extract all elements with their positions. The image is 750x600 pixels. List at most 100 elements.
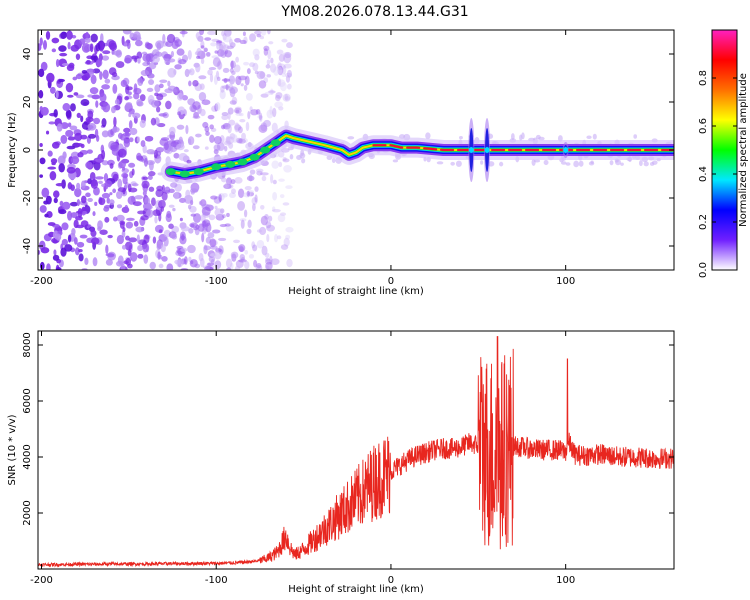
noise-speckle	[168, 223, 174, 229]
noise-speckle	[67, 41, 71, 50]
noise-speckle	[122, 166, 126, 171]
noise-speckle	[132, 201, 142, 207]
ridge-halo-speckle	[560, 161, 567, 165]
noise-speckle	[270, 174, 274, 184]
noise-speckle	[231, 70, 236, 76]
noise-speckle	[144, 197, 151, 206]
noise-speckle	[47, 150, 53, 157]
noise-speckle	[158, 83, 164, 89]
noise-speckle	[135, 226, 144, 233]
noise-speckle	[114, 99, 120, 105]
noise-speckle	[249, 169, 256, 175]
noise-speckle	[240, 83, 244, 87]
noise-speckle	[80, 98, 90, 107]
noise-speckle	[134, 57, 138, 63]
noise-speckle	[256, 262, 262, 269]
colorbar: 0.0 0.2 0.4 0.6 0.8 Normalized spectral ampl…	[698, 29, 749, 278]
noise-speckle	[280, 244, 289, 250]
noise-speckle	[286, 69, 292, 78]
noise-speckle	[215, 102, 221, 111]
noise-speckle	[259, 115, 263, 122]
noise-speckle	[143, 254, 149, 264]
noise-speckle	[264, 265, 270, 270]
noise-speckle	[148, 62, 157, 70]
noise-speckle	[246, 190, 250, 197]
noise-speckle	[107, 234, 113, 239]
noise-speckle	[94, 176, 104, 180]
noise-speckle	[124, 204, 129, 212]
noise-speckle	[79, 38, 86, 45]
noise-speckle	[104, 180, 113, 187]
noise-speckle	[192, 101, 201, 110]
noise-speckle	[69, 125, 78, 131]
spectrogram-xtick-label: -100	[205, 276, 228, 287]
spectrogram-content	[38, 30, 674, 270]
noise-speckle	[87, 197, 93, 203]
noise-speckle	[247, 191, 255, 197]
noise-speckle	[205, 131, 210, 136]
noise-speckle	[131, 168, 135, 176]
noise-speckle	[216, 76, 221, 82]
noise-speckle	[160, 137, 170, 141]
ridge-blob	[165, 168, 176, 176]
noise-speckle	[198, 253, 204, 262]
noise-speckle	[258, 124, 268, 133]
noise-speckle	[128, 120, 133, 129]
noise-speckle	[282, 157, 287, 161]
colorbar-tick-label: 0.4	[698, 166, 709, 182]
ridge-halo-speckle	[531, 158, 536, 166]
noise-speckle	[72, 76, 78, 81]
noise-speckle	[125, 102, 133, 107]
ridge-blob	[225, 160, 236, 168]
noise-speckle	[117, 148, 127, 158]
noise-speckle	[150, 117, 157, 126]
ridge-blob	[260, 146, 271, 154]
colorbar-label: Normalized spectral amplitude	[738, 73, 749, 227]
noise-speckle	[67, 234, 72, 243]
noise-speckle	[93, 186, 100, 196]
noise-speckle	[179, 235, 187, 245]
noise-speckle	[259, 226, 267, 236]
noise-speckle	[136, 98, 143, 107]
snr-panel: -200 -100 0 100 2000 4000 6000 8000 Height of s…	[7, 330, 675, 595]
noise-speckle	[284, 93, 289, 101]
noise-speckle	[200, 58, 205, 65]
noise-speckle	[137, 210, 146, 215]
noise-speckle	[165, 41, 173, 47]
noise-speckle	[38, 249, 41, 255]
colorbar-tick-label: 0.2	[698, 214, 709, 230]
noise-speckle	[278, 106, 284, 111]
noise-speckle	[122, 41, 130, 47]
noise-speckle	[54, 233, 62, 241]
noise-speckle	[265, 257, 270, 262]
noise-speckle	[192, 115, 201, 119]
noise-speckle	[240, 257, 245, 262]
snr-ytick-label: 4000	[22, 444, 33, 469]
noise-speckle	[237, 200, 246, 211]
noise-speckle	[201, 99, 211, 106]
snr-frame	[37, 330, 675, 570]
noise-speckle	[40, 106, 49, 116]
noise-speckle	[67, 136, 76, 141]
noise-speckle	[71, 227, 76, 236]
noise-speckle	[239, 39, 247, 45]
noise-speckle	[209, 238, 217, 248]
noise-speckle	[115, 61, 125, 68]
noise-speckle	[44, 213, 49, 218]
noise-speckle	[266, 109, 274, 119]
ridge-halo-speckle	[499, 161, 504, 167]
noise-speckle	[196, 47, 202, 57]
noise-speckle	[244, 249, 249, 255]
ridge-halo-speckle	[633, 134, 638, 139]
noise-speckle	[40, 247, 50, 254]
noise-speckle	[187, 49, 192, 60]
ridge-halo-speckle	[586, 135, 592, 140]
noise-speckle	[53, 197, 58, 204]
noise-speckle	[231, 188, 236, 194]
noise-speckle	[260, 122, 268, 132]
noise-speckle	[230, 179, 236, 185]
noise-speckle	[75, 73, 83, 80]
noise-speckle	[213, 144, 221, 152]
noise-speckle	[79, 234, 88, 239]
noise-speckle	[255, 108, 261, 115]
